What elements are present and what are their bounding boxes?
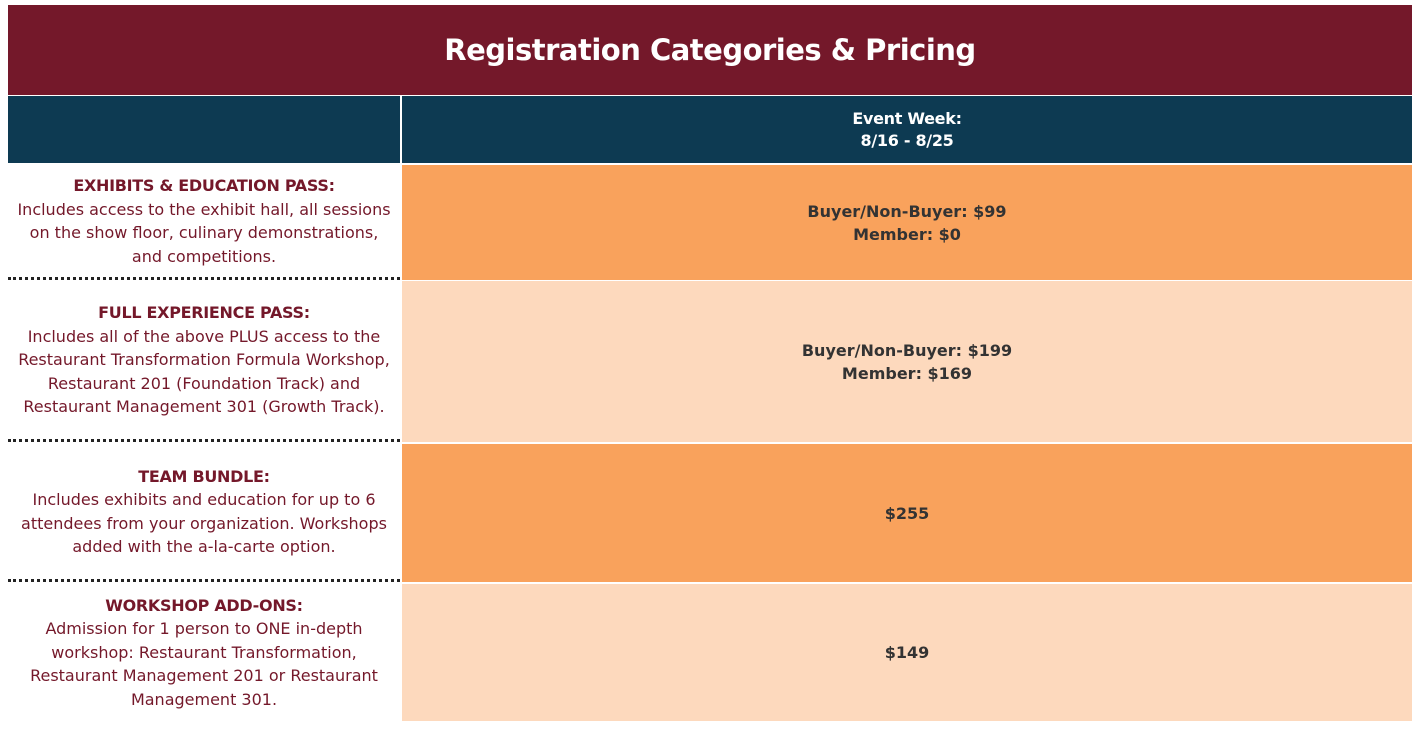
category-cell: EXHIBITS & EDUCATION PASS: Includes acces… bbox=[8, 165, 400, 280]
category-description: Includes access to the exhibit hall, all… bbox=[17, 199, 391, 266]
category-description: Includes exhibits and education for up t… bbox=[21, 490, 387, 556]
category-description: Admission for 1 person to ONE in-depth w… bbox=[30, 619, 378, 709]
category-cell: TEAM BUNDLE: Includes exhibits and educat… bbox=[8, 444, 400, 582]
category-cell: WORKSHOP ADD-ONS: Admission for 1 person … bbox=[8, 584, 400, 721]
category-name: TEAM BUNDLE: bbox=[138, 466, 270, 486]
price: $149 bbox=[884, 643, 930, 662]
price-cell: $255 bbox=[402, 444, 1412, 582]
category-cell: FULL EXPERIENCE PASS: Includes all of the… bbox=[8, 281, 400, 442]
price-cell: Buyer/Non-Buyer: $99 Member: $0 bbox=[402, 165, 1412, 280]
header-cell: Event Week: 8/16 - 8/25 bbox=[402, 96, 1412, 163]
price: Member: $0 bbox=[853, 224, 961, 244]
header-cell bbox=[8, 96, 400, 163]
category-name: WORKSHOP ADD-ONS: bbox=[105, 595, 303, 615]
price: Member: $169 bbox=[841, 363, 973, 383]
title: Registration Categories & Pricing bbox=[444, 33, 976, 67]
title-bar: Registration Categories & Pricing bbox=[8, 5, 1412, 95]
price-cell: Buyer/Non-Buyer: $199 Member: $169 bbox=[402, 281, 1412, 442]
category-description: Includes all of the above PLUS access to… bbox=[18, 326, 390, 417]
column-header: Event Week: bbox=[852, 108, 962, 128]
price: Buyer/Non-Buyer: $99 bbox=[807, 201, 1007, 221]
category-name: FULL EXPERIENCE PASS: bbox=[98, 303, 310, 323]
category-name: EXHIBITS & EDUCATION PASS: bbox=[73, 176, 335, 195]
column-header: 8/16 - 8/25 bbox=[860, 130, 954, 150]
price-cell: $149 bbox=[402, 584, 1412, 721]
price: Buyer/Non-Buyer: $199 bbox=[801, 340, 1013, 360]
price: $255 bbox=[884, 503, 930, 523]
